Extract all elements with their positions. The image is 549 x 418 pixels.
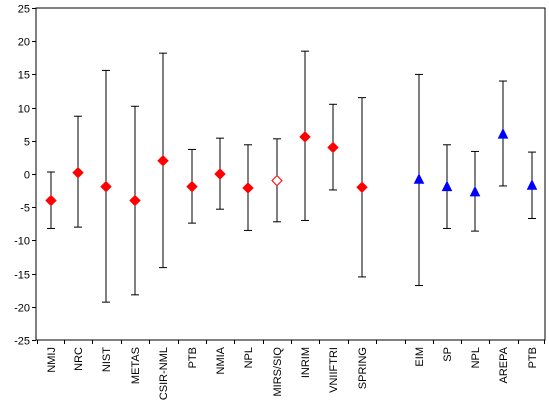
x-category-label: NPL [243,347,255,368]
y-tick-label: -10 [14,236,30,248]
axes [32,7,546,344]
data-point-diamond [214,168,226,180]
x-category-label: SPRING [357,347,369,389]
y-tick-label: 15 [18,70,30,82]
data-point-diamond [45,194,57,207]
x-tick-labels: NMIJ NRC NIST METAS CSIR-NML PTB NMIA NPL MIRS/S… [46,346,539,400]
data-point-diamond [327,141,339,154]
y-tick-label: -25 [14,336,30,348]
x-category-label: NMIA [215,346,227,374]
data-point-diamond [186,180,198,193]
data-point-diamond-open [271,174,283,187]
data-point-diamond [356,181,368,193]
data-point-triangle [441,180,453,192]
y-tick-label: -5 [20,203,30,215]
data-markers [45,128,538,207]
y-tick-label: -15 [14,270,30,282]
x-category-label: NIST [101,347,113,372]
x-category-label: SP [442,347,454,362]
data-point-diamond [100,180,112,193]
x-category-label: VNIIFTRI [328,347,340,393]
data-point-diamond [72,166,84,179]
x-category-label: PTB [187,347,199,368]
x-category-label: PTB [527,347,539,368]
data-point-diamond [157,155,169,167]
data-point-diamond [129,194,141,207]
x-category-label: CSIR-NML [158,347,170,400]
y-tick-label: 5 [24,137,30,149]
data-point-triangle [526,179,538,190]
x-category-label: AREPA [498,346,510,383]
y-tick-label: 10 [18,104,30,116]
data-point-triangle [413,173,425,184]
x-category-label: METAS [130,347,142,384]
y-tick-label: 20 [18,37,30,49]
y-tick-label: 0 [24,170,30,182]
x-category-label: NRC [73,347,85,371]
data-point-triangle [469,185,481,197]
x-category-label: NMIJ [46,347,58,373]
x-category-label: INRIM [300,347,312,378]
x-category-label: NPL [470,347,482,368]
data-point-diamond [242,182,254,194]
y-tick-label: 25 [18,4,30,16]
data-point-triangle [497,128,509,139]
data-point-diamond [299,131,311,143]
x-category-label: MIRS/SIQ [272,347,284,397]
plot-area [35,7,546,341]
y-tick-labels: -25 -20 -15 -10 -5 0 5 10 15 20 25 [14,4,30,348]
y-tick-label: -20 [14,303,30,315]
x-category-label: EIM [414,347,426,367]
